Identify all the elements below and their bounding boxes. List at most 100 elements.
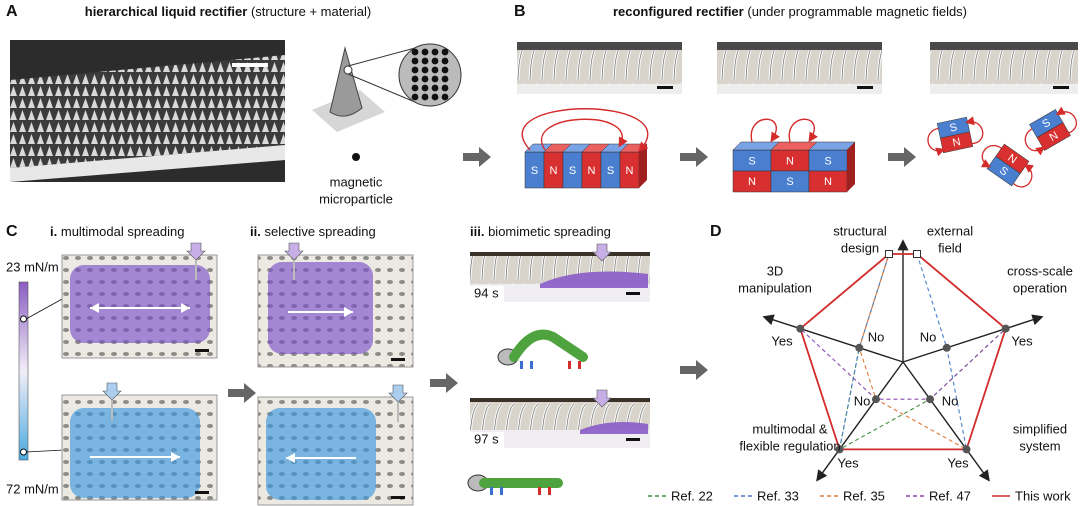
magnet — [940, 131, 974, 154]
label: cross-scale — [1007, 263, 1073, 278]
rotated-magnet: NS — [980, 143, 1034, 188]
microparticle — [411, 93, 419, 101]
magnet-label: S — [748, 155, 755, 167]
photo-rods — [717, 50, 882, 84]
scale-bar — [391, 496, 405, 499]
no-dot — [942, 343, 951, 352]
microparticle — [441, 57, 449, 65]
legend-label: Ref. 33 — [757, 488, 799, 503]
scale-bar — [195, 349, 209, 352]
process-arrow — [680, 360, 708, 380]
field-line — [1024, 128, 1046, 156]
photo-rods — [930, 50, 1078, 84]
droplet-holes — [70, 408, 200, 498]
label: operation — [1013, 280, 1067, 295]
zoom — [398, 43, 462, 107]
label: microparticle — [319, 191, 393, 206]
label: manipulation — [738, 280, 812, 295]
rotated-magnet: SN — [1024, 106, 1077, 156]
scale-bar — [657, 86, 673, 89]
leg — [530, 361, 533, 369]
label: Yes — [837, 455, 859, 470]
droplet-holes — [70, 265, 210, 343]
droplet — [580, 422, 648, 434]
flow-head — [344, 307, 353, 317]
magnet-top — [808, 141, 856, 151]
scale-bar — [626, 292, 640, 295]
microparticle — [441, 48, 449, 56]
magnet — [986, 156, 1021, 187]
numeral: ii. — [250, 224, 261, 239]
label: structural — [833, 223, 887, 238]
legend-label: This work — [1015, 488, 1071, 503]
yes-dot — [962, 445, 971, 454]
label: Yes — [771, 333, 793, 348]
microparticle — [352, 153, 360, 161]
photo-base — [930, 84, 1078, 94]
label: system — [1019, 438, 1060, 453]
needle-arrow — [284, 242, 304, 261]
microparticle — [431, 93, 439, 101]
magnet — [1036, 122, 1071, 151]
legend-label: Ref. 47 — [929, 488, 971, 503]
title-bold: reconfigured rectifier — [613, 4, 744, 19]
label: simplified — [1013, 421, 1067, 436]
microparticle — [421, 48, 429, 56]
label: B — [514, 3, 526, 20]
droplet-holes — [266, 408, 376, 500]
panel-title: hierarchical liquid rectifier (structure… — [85, 4, 371, 19]
magnet-label: S — [607, 165, 614, 177]
field-line — [927, 127, 946, 157]
microparticle — [421, 66, 429, 74]
magnet-side — [847, 142, 855, 192]
needle-arrow — [592, 389, 612, 408]
microparticle — [431, 57, 439, 65]
microparticle — [411, 75, 419, 83]
field-line — [541, 118, 628, 151]
title-rest: (structure + material) — [251, 4, 371, 19]
microparticle — [441, 93, 449, 101]
label: D — [710, 223, 722, 240]
microparticle — [411, 57, 419, 65]
section-name: multimodal spreading — [61, 224, 185, 239]
magnet-label: N — [748, 176, 756, 188]
label: No — [854, 393, 871, 408]
body — [509, 329, 588, 362]
microparticle — [441, 66, 449, 74]
connector — [25, 297, 65, 320]
scale-bar — [857, 86, 873, 89]
magnet-label: N — [786, 155, 794, 167]
field-line — [521, 108, 649, 153]
particle-spot — [343, 65, 353, 75]
field-line — [965, 116, 984, 145]
label: No — [942, 393, 959, 408]
title-rest: (under programmable magnetic fields) — [747, 4, 967, 19]
magnet-label: N — [588, 165, 596, 177]
leg — [568, 361, 571, 369]
microparticle — [421, 57, 429, 65]
needle-arrow — [592, 243, 612, 262]
magnet-label: N — [952, 136, 962, 149]
radar-axis — [762, 314, 904, 363]
process-arrow — [680, 147, 708, 167]
label: design — [841, 240, 879, 255]
label: Yes — [1011, 333, 1033, 348]
needle-arrow — [186, 242, 206, 261]
photo-base — [470, 284, 650, 302]
magnet-label: N — [550, 165, 558, 177]
no-dot — [855, 343, 864, 352]
zoom-line — [347, 73, 416, 103]
zoom-line — [347, 47, 416, 67]
process-arrow — [463, 147, 491, 167]
rotated-magnet: SN — [927, 116, 984, 157]
label: 3D — [767, 263, 784, 278]
label: No — [920, 329, 937, 344]
leg — [578, 361, 581, 369]
leg — [520, 361, 523, 369]
process-arrow — [430, 373, 458, 393]
numeral: i. — [50, 224, 57, 239]
photo-rods — [517, 50, 682, 84]
microparticle — [431, 66, 439, 74]
tension-bar — [18, 281, 29, 461]
top-marker — [913, 250, 921, 258]
